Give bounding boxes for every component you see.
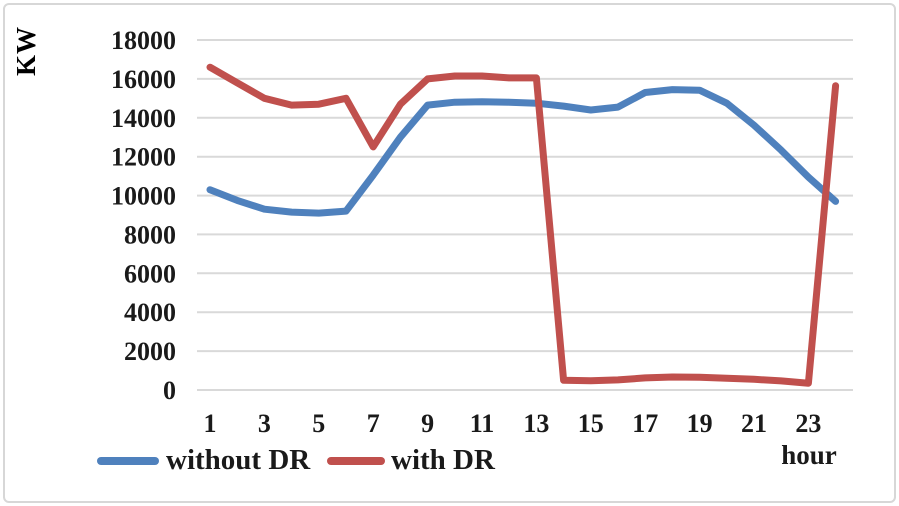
y-tick-label: 4000 <box>124 298 176 327</box>
y-tick-label: 16000 <box>111 65 176 94</box>
x-tick-label: 23 <box>795 409 821 438</box>
legend-line-without-dr-icon <box>97 457 159 465</box>
x-tick-label: 9 <box>421 409 434 438</box>
legend-label-without-dr: without DR <box>166 444 311 476</box>
x-axis-title: hour <box>781 440 837 470</box>
x-tick-label: 3 <box>258 409 271 438</box>
y-tick-label: 0 <box>163 376 176 405</box>
x-tick-label: 7 <box>367 409 380 438</box>
x-tick-label: 1 <box>204 409 217 438</box>
y-tick-label: 12000 <box>111 143 176 172</box>
y-tick-label: 2000 <box>124 337 176 366</box>
y-tick-label: 8000 <box>124 220 176 249</box>
x-tick-label: 11 <box>470 409 495 438</box>
x-tick-label: 19 <box>687 409 713 438</box>
y-tick-label: 6000 <box>124 259 176 288</box>
x-tick-label: 15 <box>578 409 604 438</box>
legend-line-with-dr-icon <box>327 457 385 465</box>
x-tick-label: 17 <box>632 409 658 438</box>
y-tick-label: 10000 <box>111 182 176 211</box>
x-tick-label: 5 <box>312 409 325 438</box>
series-line-with-dr <box>206 63 840 387</box>
series-line-without-dr <box>206 86 840 217</box>
x-tick-label: 13 <box>523 409 549 438</box>
y-tick-label: 14000 <box>111 104 176 133</box>
legend-label-with-dr: with DR <box>391 444 495 476</box>
y-tick-label: 18000 <box>111 26 176 55</box>
x-tick-label: 21 <box>741 409 767 438</box>
